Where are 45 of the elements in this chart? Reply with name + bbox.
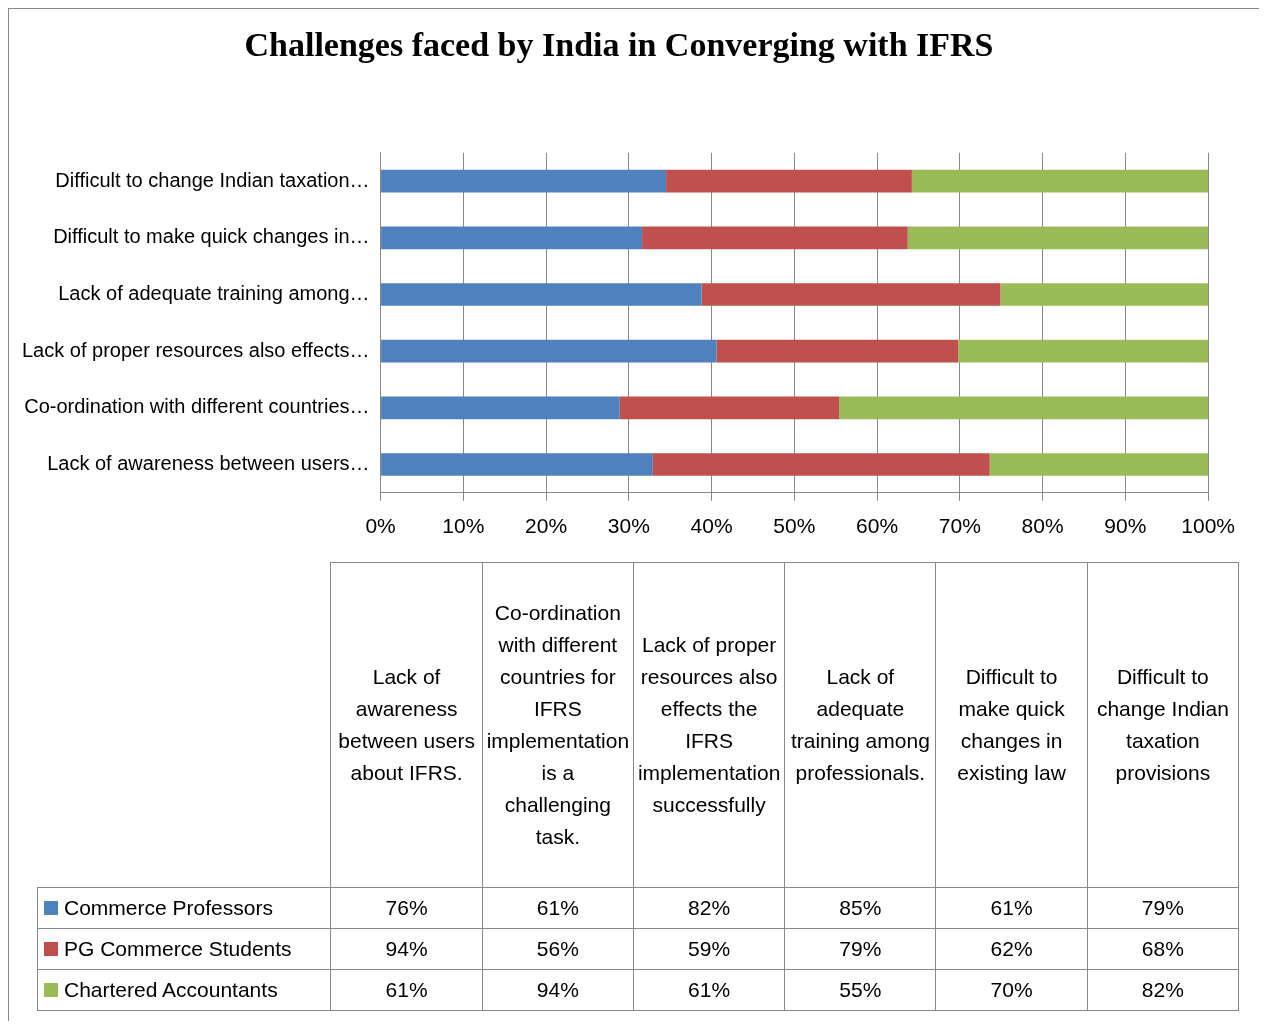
text: 61% [935,887,1088,929]
text: Lack of adequate training among professionals. [784,562,936,888]
text: 94% [482,969,634,1011]
y-tick-label: Lack of awareness between users… [47,451,370,474]
x-tick-label: 20% [525,514,568,538]
text: 56% [482,928,634,970]
text: Lack of awareness between users about IFRS. [330,562,483,888]
text: 82% [1087,969,1239,1011]
text: 61% [330,969,483,1011]
x-tick-label: 50% [773,514,816,538]
x-tick-label: 40% [690,514,733,538]
text: 61% [633,969,785,1011]
x-tick-label: 80% [1021,514,1064,538]
x-tick-label: 10% [442,514,485,538]
legend-label: PG Commerce Students [37,928,331,970]
text: 94% [330,928,483,970]
x-tick-label: 0% [365,514,396,538]
text: 79% [784,928,936,970]
text: Lack of proper resources also effects the IFRS implementation successfully [633,562,785,888]
y-tick-label: Lack of proper resources also effects… [22,338,370,361]
y-tick-label: Co-ordination with different countries… [24,395,370,418]
y-tick-label: Difficult to make quick changes in… [53,225,370,248]
x-tick-label: 60% [856,514,899,538]
x-tick-label: 70% [938,514,981,538]
text: 82% [633,887,785,929]
x-tick-label: 30% [607,514,650,538]
x-tick-label: 90% [1104,514,1147,538]
y-tick-label: Difficult to change Indian taxation… [55,168,370,191]
legend-label: Chartered Accountants [37,969,331,1011]
text: Difficult to make quick changes in existing law [935,562,1088,888]
text: 62% [935,928,1088,970]
text: Difficult to change Indian taxation provisions [1087,562,1239,888]
text: 85% [784,887,936,929]
legend-label: Commerce Professors [37,887,331,929]
x-tick-label: 100% [1181,514,1235,538]
text: 59% [633,928,785,970]
text: 76% [330,887,483,929]
text: 55% [784,969,936,1011]
text: 61% [482,887,634,929]
chart-title: Challenges faced by India in Converging with IFRS [244,26,994,64]
text: Co-ordination with different countries for IFRS implementation is a challenging task. [482,562,634,888]
text: 79% [1087,887,1239,929]
text: 70% [935,969,1088,1011]
y-tick-label: Lack of adequate training among… [58,281,370,304]
text: 68% [1087,928,1239,970]
